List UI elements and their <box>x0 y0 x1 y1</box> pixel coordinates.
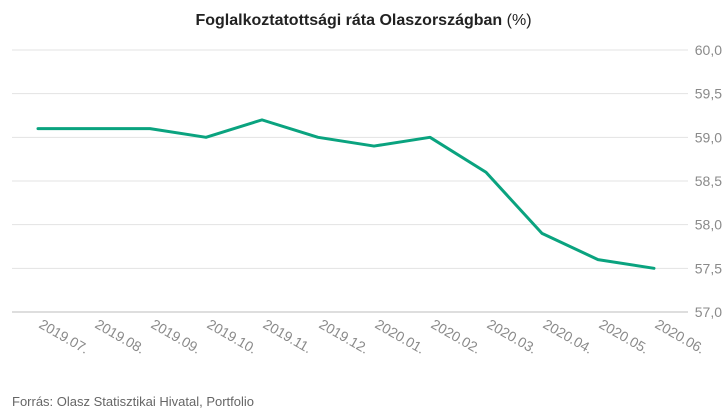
x-tick-label: 2019.07. <box>37 316 92 357</box>
series-line <box>36 118 656 270</box>
x-tick-label: 2019.08. <box>93 316 148 357</box>
x-axis-tick-labels: 2019.07. 2019.08. 2019.09. 2019.10. 2019.11.… <box>37 316 708 357</box>
y-axis-tick-labels: 57,0 57,5 58,0 58,5 59,0 59,5 60,0 <box>695 42 722 320</box>
source-note: Forrás: Olasz Statisztikai Hivatal, Port… <box>12 394 255 409</box>
x-tick-label: 2019.12. <box>317 316 372 357</box>
chart-title: Foglalkoztatottsági ráta Olaszországban … <box>0 12 727 30</box>
x-tick-label: 2020.06. <box>653 316 708 357</box>
x-tick-label: 2019.10. <box>205 316 260 357</box>
y-tick-label: 59,0 <box>695 129 722 145</box>
x-tick-label: 2020.03. <box>485 316 540 357</box>
x-tick-label: 2020.01. <box>373 316 428 357</box>
x-tick-label: 2020.05. <box>597 316 652 357</box>
gridlines <box>12 49 688 313</box>
series-lines <box>36 118 656 270</box>
x-tick-label: 2019.09. <box>149 316 204 357</box>
chart-title-unit: (%) <box>506 12 532 29</box>
y-tick-label: 58,5 <box>695 173 722 189</box>
x-tick-label: 2020.02. <box>429 316 484 357</box>
x-tick-label: 2019.11. <box>261 316 315 357</box>
chart-title-text: Foglalkoztatottsági ráta Olaszországban <box>195 12 503 29</box>
y-tick-label: 59,5 <box>695 86 722 102</box>
y-tick-label: 58,0 <box>695 217 722 233</box>
x-tick-label: 2020.04. <box>541 316 596 357</box>
y-tick-label: 60,0 <box>695 42 722 58</box>
y-tick-label: 57,5 <box>695 260 722 276</box>
y-tick-label: 57,0 <box>695 304 722 320</box>
